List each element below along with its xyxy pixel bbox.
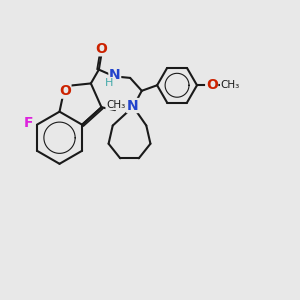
Text: F: F — [24, 116, 33, 130]
Text: H: H — [105, 77, 113, 88]
Text: O: O — [59, 84, 71, 98]
Text: CH₃: CH₃ — [106, 100, 125, 110]
Text: CH₃: CH₃ — [220, 80, 240, 90]
Text: N: N — [109, 68, 121, 82]
Text: N: N — [127, 98, 138, 112]
Text: O: O — [95, 42, 107, 56]
Text: O: O — [206, 78, 218, 92]
